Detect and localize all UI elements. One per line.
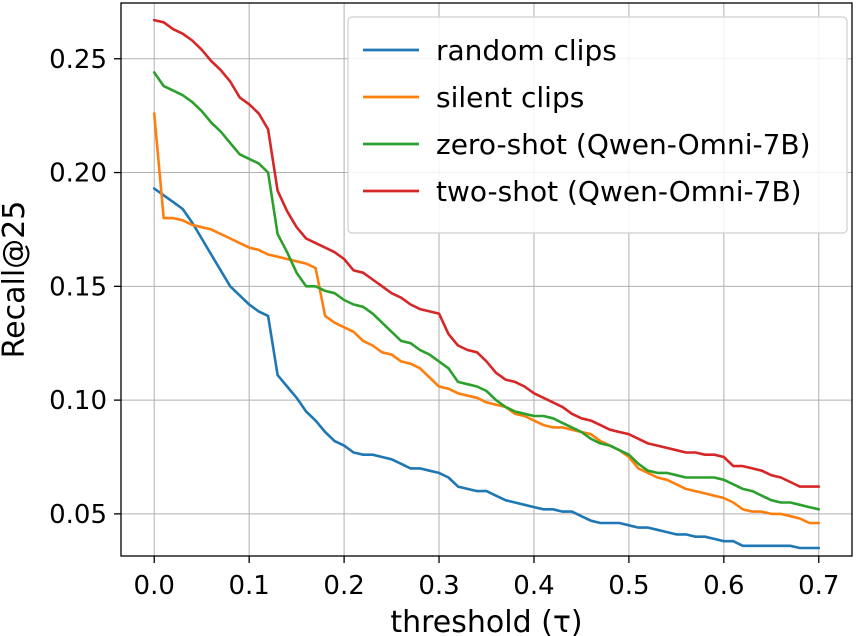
legend-box (347, 16, 848, 234)
legend-label: random clips (436, 34, 617, 67)
x-tick-label: 0.2 (323, 571, 364, 601)
x-tick-label: 0.5 (608, 571, 649, 601)
x-axis: 0.0 0.1 0.2 0.3 0.4 0.5 0.6 0.7 (134, 556, 839, 601)
x-tick-label: 0.1 (228, 571, 269, 601)
legend-label: zero-shot (Qwen-Omni-7B) (436, 128, 811, 161)
x-tick-label: 0.3 (418, 571, 459, 601)
series-lines (152, 18, 821, 550)
x-axis-label: threshold (τ) (390, 605, 582, 636)
y-tick-label: 0.15 (49, 272, 107, 302)
y-tick-label: 0.20 (49, 159, 107, 189)
y-tick-label: 0.25 (49, 45, 107, 75)
y-axis: 0.05 0.10 0.15 0.20 0.25 (49, 45, 121, 530)
series-line-silent-clips (152, 112, 821, 525)
y-tick-label: 0.10 (49, 386, 107, 416)
legend-label: two-shot (Qwen-Omni-7B) (436, 175, 802, 208)
x-tick-label: 0.7 (798, 571, 839, 601)
x-tick-label: 0.4 (513, 571, 554, 601)
plot-frame (120, 2, 853, 557)
x-tick-label: 0.0 (134, 571, 175, 601)
series-line-two-shot-qwen-omni-7b (152, 18, 821, 488)
series-line-random-clips (152, 187, 821, 550)
series-line-zero-shot-qwen-omni-7b (152, 71, 821, 511)
y-axis-label: Recall@25 (0, 201, 32, 359)
x-tick-label: 0.6 (703, 571, 744, 601)
legend-label: silent clips (436, 81, 584, 114)
y-tick-label: 0.05 (49, 500, 107, 530)
legend: random clips silent clips zero-shot (Qwen-… (347, 16, 848, 234)
